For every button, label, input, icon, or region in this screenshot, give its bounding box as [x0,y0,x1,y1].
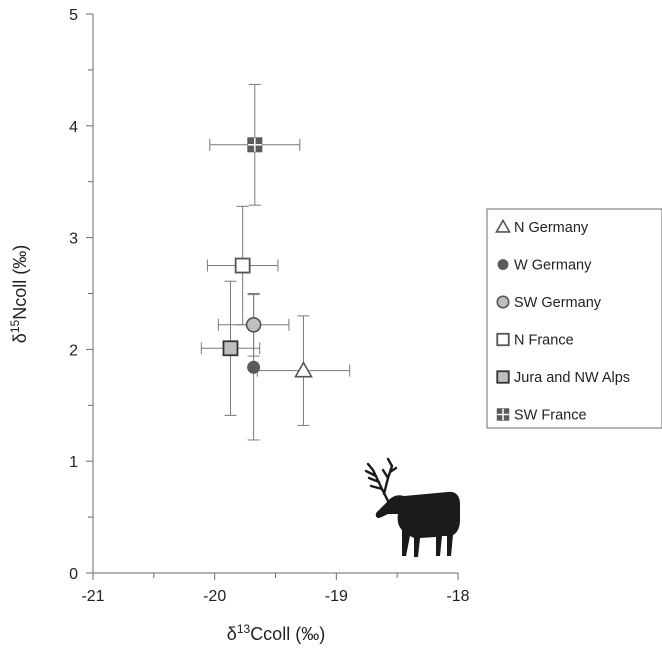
legend-label-sw-germany: SW Germany [514,295,602,311]
axis-ticks [86,13,459,580]
open-square-marker [496,332,510,347]
legend-marker-n-france [496,332,510,347]
y-axis-label: δ15Ncoll (‰) [8,245,30,343]
y-tick-label: 4 [69,119,78,136]
legend-label-sw-france: SW France [514,408,587,424]
legend-marker-sw-france [496,408,510,421]
x-tick-label: -20 [203,588,226,605]
axes [92,14,458,574]
legend-label-jura-and-nw-alps: Jura and NW Alps [514,370,630,386]
legend: N Germany W Germany SW Germany N France Jura… [486,208,662,429]
dot-marker [497,259,509,270]
reindeer-silhouette-icon [364,457,460,557]
legend-box [486,208,662,429]
y-tick-label: 1 [69,454,78,471]
dot-marker [247,360,261,374]
legend-marker-n-germany [495,218,511,233]
legend-label-w-germany: W Germany [514,258,592,274]
data-point-sw-france [247,137,263,153]
y-tick-label: 2 [69,342,78,359]
data-point-sw-germany [245,317,262,333]
filled-square-marker [222,340,239,357]
error-bars [200,83,351,441]
y-tick-label: 0 [69,566,78,583]
triangle-marker [294,361,313,378]
x-tick-label: -18 [446,588,469,605]
x-axis-label: δ13Ccoll (‰) [227,622,325,644]
filled-square-marker [496,370,510,384]
y-tick-label: 3 [69,231,78,248]
y-tick-label: 5 [69,7,78,24]
open-square-marker [234,257,251,274]
circle-marker [496,295,510,309]
triangle-marker [495,218,511,233]
data-points [222,137,313,378]
x-tick-label: -19 [325,588,348,605]
legend-label-n-france: N France [514,333,574,349]
legend-marker-jura-and-nw-alps [496,370,510,384]
legend-marker-w-germany [497,259,509,270]
legend-marker-sw-germany [496,295,510,309]
circle-marker [245,317,262,333]
data-point-n-france [234,257,251,274]
axis-tick-labels: 0 1 2 3 4 5 -21 -20 -19 -18 [69,7,470,605]
data-point-n-germany [294,361,313,378]
legend-label-n-germany: N Germany [514,220,589,236]
x-tick-label: -21 [81,588,104,605]
data-point-jura-and-nw-alps [222,340,239,357]
data-point-w-germany [247,360,261,374]
